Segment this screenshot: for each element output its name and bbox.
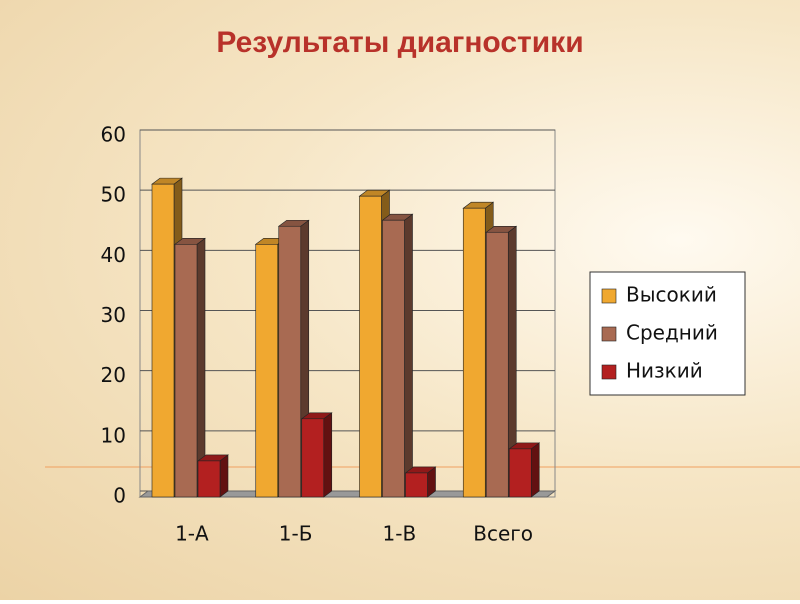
y-tick-label: 40 [101, 243, 126, 267]
legend-label: Высокий [626, 283, 717, 307]
y-tick-label: 30 [101, 303, 126, 327]
x-tick-label: Всего [473, 522, 533, 546]
legend-swatch [601, 364, 617, 380]
bar [405, 472, 428, 498]
bar [174, 244, 198, 498]
bar-side [404, 213, 413, 498]
bar-side [219, 454, 229, 498]
x-tick-label: 1-Б [279, 522, 313, 546]
bar-side [530, 442, 540, 498]
legend-label: Низкий [626, 359, 703, 383]
bar [197, 460, 221, 498]
bar [382, 219, 405, 498]
y-tick-label: 0 [113, 484, 126, 508]
bar [462, 207, 486, 498]
y-tick-label: 60 [101, 123, 126, 147]
bar [485, 231, 509, 498]
x-tick-label: 1-В [383, 522, 417, 546]
bar [278, 225, 302, 498]
legend-swatch [601, 326, 617, 342]
y-tick-label: 50 [101, 183, 126, 207]
bar [508, 448, 532, 498]
bar [255, 244, 279, 498]
y-tick-label: 10 [101, 423, 126, 447]
bar [359, 195, 382, 498]
legend-label: Средний [626, 321, 718, 345]
bar [151, 183, 175, 498]
bar [301, 418, 325, 498]
chart-title: Результаты диагностики [216, 26, 583, 59]
legend-swatch [601, 288, 617, 304]
x-tick-label: 1-А [175, 522, 209, 546]
y-tick-label: 20 [101, 363, 126, 387]
bar-side [323, 412, 333, 498]
